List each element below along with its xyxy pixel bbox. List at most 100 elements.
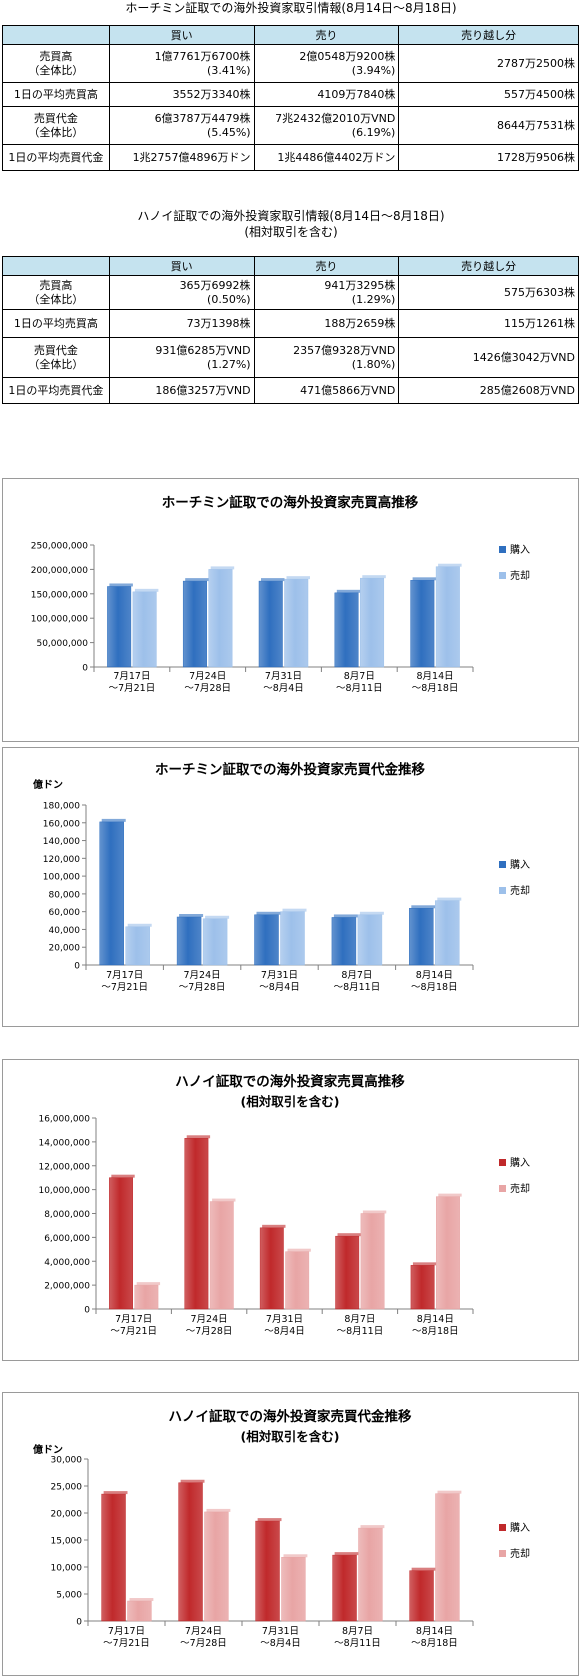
buy-bar	[254, 914, 279, 966]
bar-top	[334, 1552, 359, 1556]
chart-title: ハノイ証取での海外投資家売買代金推移	[169, 1408, 412, 1425]
legend-swatch	[499, 1524, 506, 1531]
table-header-row: 買い 売り 売り越し分	[2, 256, 579, 276]
buy-cell-line: 365万6992株	[179, 278, 251, 292]
net-cell-line: 575万6303株	[504, 285, 575, 299]
sell-cell-line: (3.94%)	[351, 63, 396, 77]
hcm-trade-table: 買い 売り 売り越し分 売買高 （全体比） 1億7761万6700株 (3.41%) 2億0…	[2, 25, 579, 171]
y-tick-label: 80,000	[49, 890, 81, 900]
x-tick-label: 7月31日	[262, 1626, 299, 1637]
column-header: 売り	[253, 25, 400, 45]
row-label: 売買代金 （全体比）	[2, 337, 110, 378]
x-tick-label: ～8月4日	[264, 1326, 305, 1337]
x-tick-label: 8月7日	[344, 671, 375, 682]
buy-bar	[409, 1570, 434, 1622]
x-tick-label: ～7月28日	[186, 1326, 233, 1337]
buy-bar	[335, 1235, 360, 1310]
net-cell: 2787万2500株	[398, 44, 579, 83]
x-tick-label: ～7月21日	[101, 982, 148, 993]
bar-top	[412, 577, 437, 581]
bar-top	[109, 583, 133, 587]
row-label-line: （全体比）	[28, 357, 84, 371]
buy-bar	[101, 1493, 126, 1622]
bar-top	[287, 1248, 311, 1252]
row-label-line: 1日の平均売買代金	[8, 383, 104, 397]
bar-top	[282, 908, 307, 912]
x-tick-label: ～8月11日	[334, 1638, 381, 1649]
hn-trade-table: 買い 売り 売り越し分 売買高 （全体比） 365万6992株 (0.50%) 941万32…	[2, 256, 579, 404]
y-tick-label: 16,000,000	[38, 1115, 90, 1125]
x-tick-label: ～8月4日	[263, 683, 304, 694]
y-tick-label: 14,000,000	[38, 1138, 90, 1148]
bar-top	[411, 905, 436, 909]
row-label-line: 1日の平均売買高	[13, 316, 98, 330]
chart-subtitle: (相対取引を含む)	[241, 1094, 340, 1109]
buy-cell-line: 6億3787万4479株	[154, 111, 251, 125]
table-row: 1日の平均売買高 73万1398株 188万2659株 115万1261株	[2, 309, 579, 338]
row-label-line: 売買高	[39, 278, 73, 292]
column-header: 売り越し分	[398, 25, 579, 45]
table-row: 売買高 （全体比） 365万6992株 (0.50%) 941万3295株 (1.29%)…	[2, 275, 579, 310]
hn-table-title: ハノイ証取での海外投資家取引情報(8月14日～8月18日)	[137, 209, 445, 223]
sell-cell-line: (1.29%)	[351, 292, 396, 306]
sell-bar	[284, 578, 309, 668]
x-tick-label: ～7月21日	[109, 683, 156, 694]
sell-bar	[127, 1600, 152, 1622]
net-cell-line: 285億2608万VND	[479, 383, 575, 397]
bar-top	[283, 1554, 308, 1558]
row-label: 1日の平均売買高	[2, 309, 110, 338]
sell-cell-line: 188万2659株	[324, 316, 396, 330]
y-tick-label: 60,000	[49, 908, 81, 918]
table-row: 1日の平均売買高 3552万3340株 4109万7840株 557万4500株	[2, 82, 579, 107]
legend-swatch	[499, 572, 506, 579]
sell-cell: 471億5866万VND	[253, 377, 400, 404]
buy-cell: 931億6285万VND (1.27%)	[108, 337, 255, 378]
legend-label: 売却	[510, 1547, 530, 1560]
buy-cell-line: 1兆2757億4896万ドン	[132, 150, 251, 164]
row-label: 売買高 （全体比）	[2, 44, 110, 83]
net-cell-line: 2787万2500株	[497, 56, 575, 70]
bar-top	[127, 923, 152, 927]
bar-top	[185, 578, 209, 582]
x-tick-label: 7月24日	[189, 671, 226, 682]
y-tick-label: 0	[76, 1618, 82, 1628]
row-label: 売買代金 （全体比）	[2, 106, 110, 145]
bar-top	[261, 578, 285, 582]
column-header: 買い	[108, 256, 255, 276]
row-label-line: （全体比）	[28, 292, 84, 306]
legend-label: 購入	[510, 858, 530, 871]
sell-bar	[281, 1557, 306, 1622]
bar-top	[205, 915, 230, 919]
bar-top	[362, 575, 386, 579]
legend-swatch	[499, 546, 506, 553]
table-header-row: 買い 売り 売り越し分	[2, 25, 579, 45]
sell-bar	[134, 1284, 159, 1310]
y-tick-label: 180,000	[43, 802, 80, 812]
bar-top	[438, 1193, 462, 1197]
bar-top	[337, 1233, 361, 1237]
buy-bar	[99, 821, 124, 966]
buy-bar	[255, 1520, 280, 1622]
row-label: 1日の平均売買代金	[2, 377, 110, 404]
bar-top	[437, 1490, 462, 1494]
row-label: 売買高 （全体比）	[2, 275, 110, 310]
column-header: 売り	[253, 256, 400, 276]
buy-bar	[409, 908, 434, 966]
bar-top	[186, 1135, 211, 1139]
buy-bar	[178, 1482, 203, 1622]
bar-top	[256, 911, 281, 915]
table-row: 1日の平均売買代金 1兆2757億4896万ドン 1兆4486億4402万ドン 172…	[2, 144, 579, 171]
legend-label: 購入	[510, 1156, 530, 1169]
buy-bar	[332, 1554, 357, 1622]
sell-cell-line: (1.80%)	[351, 357, 396, 371]
x-tick-label: 7月24日	[185, 1626, 222, 1637]
net-cell: 1426億3042万VND	[398, 337, 579, 378]
sell-cell-line: 1兆4486億4402万ドン	[277, 150, 396, 164]
x-tick-label: 7月17日	[115, 1314, 152, 1325]
row-label-line: 1日の平均売買高	[13, 87, 98, 101]
legend-swatch	[499, 1185, 506, 1192]
bar-top	[360, 1525, 385, 1529]
x-tick-label: 8月14日	[416, 1626, 453, 1637]
row-label-line: （全体比）	[28, 125, 84, 139]
sell-cell: 4109万7840株	[253, 82, 400, 107]
